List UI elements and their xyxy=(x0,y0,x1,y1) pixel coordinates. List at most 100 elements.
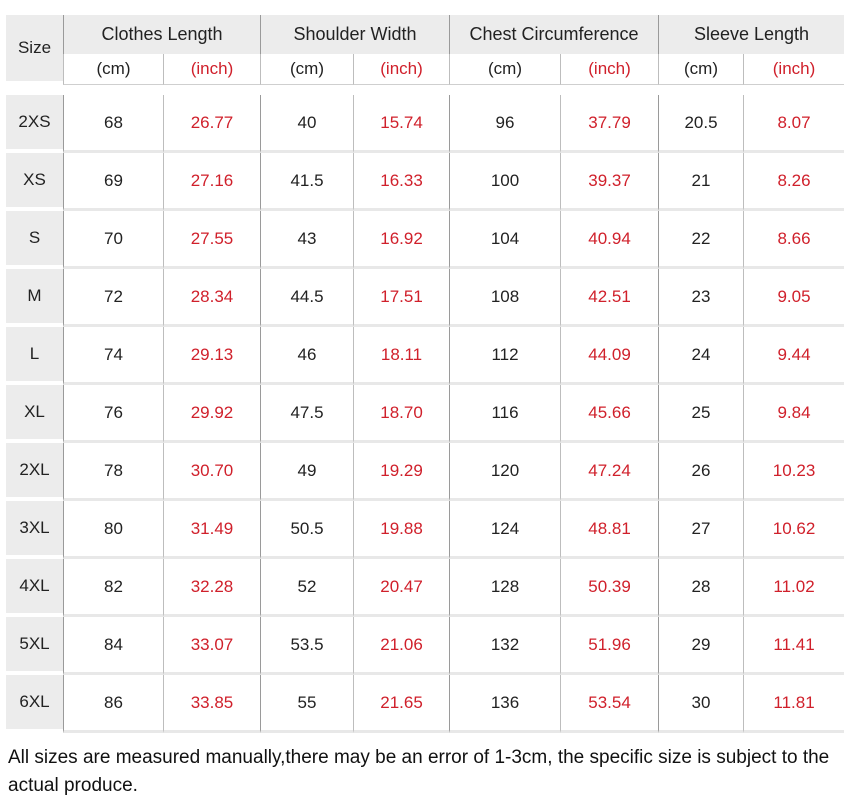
cm-value-cell: 49 xyxy=(260,443,353,501)
unit-inch-header: (inch) xyxy=(743,54,845,85)
inch-value-cell: 11.81 xyxy=(743,675,845,733)
measurement-note: All sizes are measured manually,there ma… xyxy=(8,747,830,796)
inch-value-cell: 33.85 xyxy=(163,675,260,733)
cm-value-cell: 53.5 xyxy=(260,617,353,675)
inch-value-cell: 16.33 xyxy=(353,153,450,211)
cm-value-cell: 22 xyxy=(658,211,744,269)
cm-value-cell: 27 xyxy=(658,501,744,559)
cm-value-cell: 26 xyxy=(658,443,744,501)
cm-value-cell: 70 xyxy=(63,211,163,269)
inch-value-cell: 10.23 xyxy=(743,443,845,501)
size-label: 6XL xyxy=(6,675,63,733)
inch-value-cell: 31.49 xyxy=(163,501,260,559)
inch-value-cell: 9.44 xyxy=(743,327,845,385)
inch-value-cell: 18.11 xyxy=(353,327,450,385)
cm-value-cell: 25 xyxy=(658,385,744,443)
inch-value-cell: 17.51 xyxy=(353,269,450,327)
cm-value-cell: 120 xyxy=(449,443,561,501)
cm-value-cell: 72 xyxy=(63,269,163,327)
inch-value-cell: 8.26 xyxy=(743,153,845,211)
size-column-header: Size xyxy=(6,15,63,85)
inch-value-cell: 20.47 xyxy=(353,559,450,617)
unit-cm-header: (cm) xyxy=(658,54,744,85)
cm-value-cell: 21 xyxy=(658,153,744,211)
table-row: M 72 28.34 44.5 17.51 108 42.51 23 9.05 xyxy=(6,269,845,327)
inch-value-cell: 53.54 xyxy=(560,675,659,733)
cm-value-cell: 132 xyxy=(449,617,561,675)
size-label: 2XL xyxy=(6,443,63,501)
inch-value-cell: 40.94 xyxy=(560,211,659,269)
unit-cm-header: (cm) xyxy=(449,54,561,85)
inch-value-cell: 18.70 xyxy=(353,385,450,443)
cm-value-cell: 68 xyxy=(63,95,163,153)
inch-value-cell: 39.37 xyxy=(560,153,659,211)
cm-value-cell: 46 xyxy=(260,327,353,385)
cm-value-cell: 41.5 xyxy=(260,153,353,211)
inch-value-cell: 10.62 xyxy=(743,501,845,559)
table-row: 5XL 84 33.07 53.5 21.06 132 51.96 29 11.41 xyxy=(6,617,845,675)
inch-value-cell: 15.74 xyxy=(353,95,450,153)
inch-value-cell: 19.88 xyxy=(353,501,450,559)
size-label: L xyxy=(6,327,63,385)
clothes-length-header: Clothes Length xyxy=(63,15,260,54)
cm-value-cell: 28 xyxy=(658,559,744,617)
inch-value-cell: 21.06 xyxy=(353,617,450,675)
unit-inch-header: (inch) xyxy=(163,54,260,85)
chest-circumference-header: Chest Circumference xyxy=(449,15,659,54)
cm-value-cell: 23 xyxy=(658,269,744,327)
inch-value-cell: 28.34 xyxy=(163,269,260,327)
cm-value-cell: 112 xyxy=(449,327,561,385)
inch-value-cell: 26.77 xyxy=(163,95,260,153)
cm-value-cell: 43 xyxy=(260,211,353,269)
cm-value-cell: 86 xyxy=(63,675,163,733)
cm-value-cell: 116 xyxy=(449,385,561,443)
inch-value-cell: 47.24 xyxy=(560,443,659,501)
inch-value-cell: 11.02 xyxy=(743,559,845,617)
cm-value-cell: 74 xyxy=(63,327,163,385)
unit-inch-header: (inch) xyxy=(560,54,659,85)
cm-value-cell: 47.5 xyxy=(260,385,353,443)
size-label: 5XL xyxy=(6,617,63,675)
cm-value-cell: 30 xyxy=(658,675,744,733)
inch-value-cell: 44.09 xyxy=(560,327,659,385)
header-row-groups: Size Clothes Length Shoulder Width Chest… xyxy=(6,15,845,85)
cm-value-cell: 40 xyxy=(260,95,353,153)
shoulder-width-header: Shoulder Width xyxy=(260,15,450,54)
inch-value-cell: 9.05 xyxy=(743,269,845,327)
size-label: M xyxy=(6,269,63,327)
sleeve-length-header: Sleeve Length xyxy=(658,15,845,54)
cm-value-cell: 24 xyxy=(658,327,744,385)
inch-value-cell: 16.92 xyxy=(353,211,450,269)
unit-inch-header: (inch) xyxy=(353,54,450,85)
size-label: 4XL xyxy=(6,559,63,617)
inch-value-cell: 30.70 xyxy=(163,443,260,501)
size-label: 2XS xyxy=(6,95,63,153)
inch-value-cell: 37.79 xyxy=(560,95,659,153)
cm-value-cell: 52 xyxy=(260,559,353,617)
cm-value-cell: 100 xyxy=(449,153,561,211)
inch-value-cell: 27.16 xyxy=(163,153,260,211)
cm-value-cell: 69 xyxy=(63,153,163,211)
cm-value-cell: 84 xyxy=(63,617,163,675)
cm-value-cell: 55 xyxy=(260,675,353,733)
inch-value-cell: 50.39 xyxy=(560,559,659,617)
cm-value-cell: 78 xyxy=(63,443,163,501)
inch-value-cell: 42.51 xyxy=(560,269,659,327)
size-label: XS xyxy=(6,153,63,211)
cm-value-cell: 50.5 xyxy=(260,501,353,559)
cm-value-cell: 136 xyxy=(449,675,561,733)
unit-cm-header: (cm) xyxy=(260,54,353,85)
table-row: XL 76 29.92 47.5 18.70 116 45.66 25 9.84 xyxy=(6,385,845,443)
size-label: S xyxy=(6,211,63,269)
cm-value-cell: 104 xyxy=(449,211,561,269)
table-row: 2XL 78 30.70 49 19.29 120 47.24 26 10.23 xyxy=(6,443,845,501)
table-row: XS 69 27.16 41.5 16.33 100 39.37 21 8.26 xyxy=(6,153,845,211)
cm-value-cell: 128 xyxy=(449,559,561,617)
inch-value-cell: 11.41 xyxy=(743,617,845,675)
table-row: S 70 27.55 43 16.92 104 40.94 22 8.66 xyxy=(6,211,845,269)
inch-value-cell: 21.65 xyxy=(353,675,450,733)
cm-value-cell: 29 xyxy=(658,617,744,675)
inch-value-cell: 19.29 xyxy=(353,443,450,501)
inch-value-cell: 8.07 xyxy=(743,95,845,153)
cm-value-cell: 82 xyxy=(63,559,163,617)
